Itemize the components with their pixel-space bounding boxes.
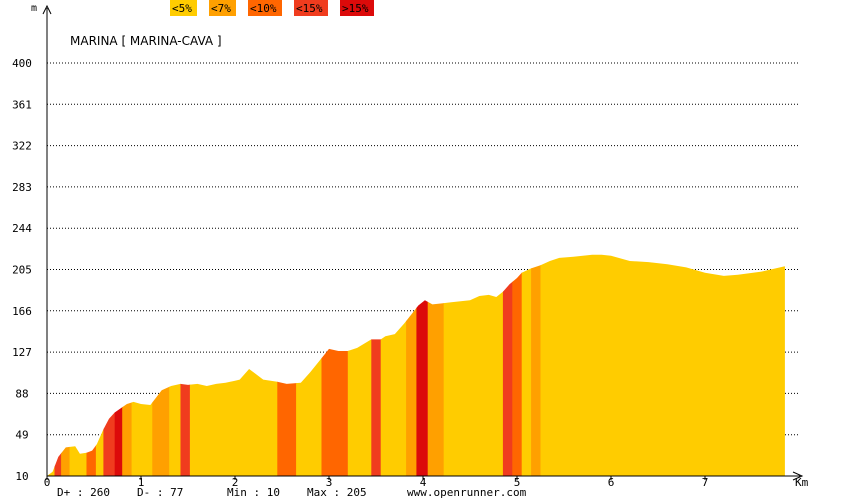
y-tick-label: 88 <box>15 387 28 400</box>
legend-item: >15% <box>340 0 374 16</box>
y-tick-label: 400 <box>12 57 32 70</box>
legend-label: <10% <box>250 2 277 15</box>
gradient-band <box>61 254 71 476</box>
legend-swatch <box>340 0 374 16</box>
legend-item: <10% <box>248 0 282 16</box>
gradient-band <box>347 254 372 476</box>
gradient-band <box>103 254 116 476</box>
y-tick-label: 283 <box>12 181 32 194</box>
legend-swatch <box>248 0 282 16</box>
gradient-band <box>443 254 504 476</box>
y-tick-label: 361 <box>12 98 32 111</box>
legend-swatch <box>170 0 197 16</box>
gradient-band <box>406 254 417 476</box>
gradient-band <box>380 254 407 476</box>
gradient-band <box>180 254 191 476</box>
stat-min: Min : 10 <box>227 486 280 499</box>
x-tick-label: 4 <box>420 476 427 489</box>
gradient-band <box>521 254 532 476</box>
gradient-band <box>321 254 349 476</box>
gradient-band <box>54 254 62 476</box>
legend-swatch <box>209 0 236 16</box>
x-axis-arrow-icon <box>792 471 804 481</box>
x-tick-label: 2 <box>232 476 239 489</box>
y-tick-label: 322 <box>12 140 32 153</box>
x-tick-label: 0 <box>44 476 51 489</box>
legend-item: <15% <box>294 0 328 16</box>
y-tick-label: 166 <box>12 305 32 318</box>
gradient-band <box>131 254 153 476</box>
gradient-band <box>47 254 56 476</box>
gradient-band <box>502 254 513 476</box>
gradient-band <box>277 254 297 476</box>
y-axis-arrow-icon <box>42 4 52 15</box>
gradient-band <box>296 254 322 476</box>
x-axis-label: Km <box>795 476 809 489</box>
legend-label: <15% <box>296 2 323 15</box>
gradient-band <box>416 254 429 476</box>
stat-d-plus: D+ : 260 <box>57 486 110 499</box>
legend-item: <5% <box>170 0 197 16</box>
x-tick-label: 6 <box>608 476 615 489</box>
y-tick-label: 244 <box>12 222 32 235</box>
x-tick-label: 3 <box>326 476 333 489</box>
x-ticks: 0 1 2 3 4 5 6 7 <box>44 476 709 489</box>
gradient-band <box>86 254 97 476</box>
stat-d-minus: D- : 77 <box>137 486 183 499</box>
legend-swatch <box>294 0 328 16</box>
legend-label: <5% <box>172 2 192 15</box>
gradient-band <box>512 254 523 476</box>
gradient-band <box>531 254 541 476</box>
stats-footer: D+ : 260 D- : 77 Min : 10 Max : 205 www.… <box>57 486 527 499</box>
gradient-band <box>371 254 382 476</box>
y-tick-label: 205 <box>12 264 32 277</box>
site-link[interactable]: www.openrunner.com <box>407 486 527 499</box>
legend-item: <7% <box>209 0 236 16</box>
gradient-band <box>95 254 104 476</box>
gradient-band <box>114 254 123 476</box>
x-tick-label: 5 <box>514 476 521 489</box>
gradient-band <box>540 254 785 476</box>
gradient-band <box>152 254 170 476</box>
gradient-band <box>427 254 445 476</box>
y-tick-label: 49 <box>15 429 28 442</box>
gradient-band <box>122 254 133 476</box>
gradient-band <box>69 254 87 476</box>
x-tick-label: 1 <box>138 476 145 489</box>
stat-max: Max : 205 <box>307 486 367 499</box>
gradient-band <box>169 254 181 476</box>
legend: <5% <7% <10% <15% >15% <box>170 0 374 16</box>
x-tick-label: 7 <box>702 476 709 489</box>
gradient-bands <box>47 254 785 476</box>
legend-label: >15% <box>342 2 369 15</box>
chart-title: MARINA [ MARINA-CAVA ] <box>70 34 222 48</box>
y-tick-label: 127 <box>12 346 32 359</box>
gradient-band <box>189 254 278 476</box>
y-tick-label: 10 <box>15 470 28 483</box>
legend-label: <7% <box>211 2 231 15</box>
y-axis-label: m <box>31 3 37 14</box>
